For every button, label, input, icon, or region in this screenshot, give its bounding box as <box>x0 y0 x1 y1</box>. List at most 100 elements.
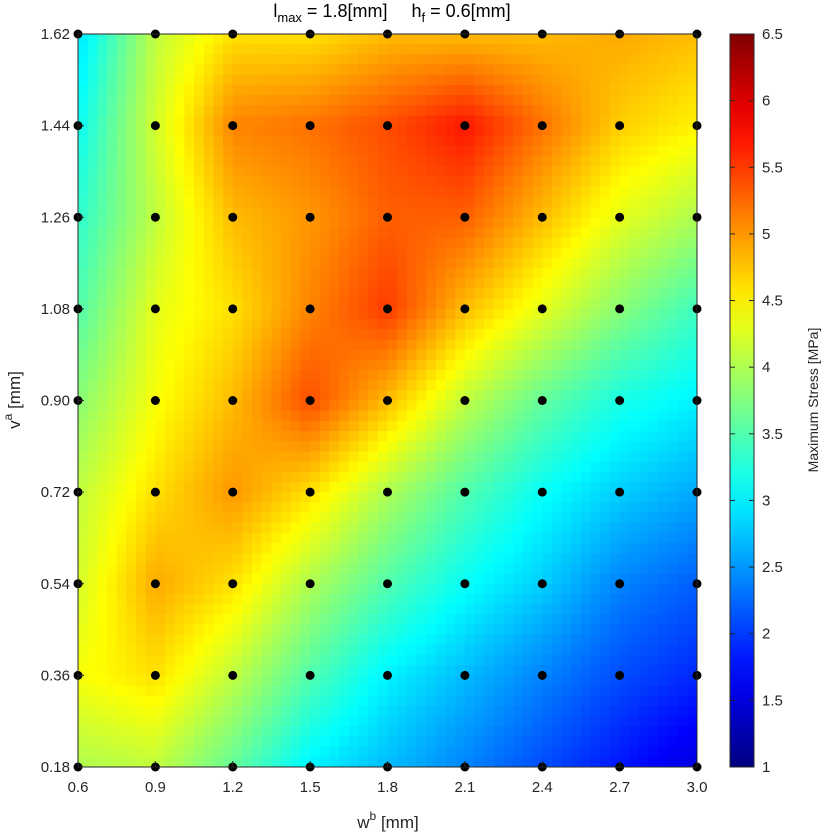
heatmap-cell <box>319 380 331 391</box>
heatmap-cell <box>261 288 273 300</box>
heatmap-cell <box>213 400 224 412</box>
heatmap-cell <box>232 553 244 564</box>
heatmap-cell <box>87 573 98 585</box>
heatmap-cell <box>377 105 389 117</box>
heatmap-cell <box>232 492 244 503</box>
heatmap-cell <box>319 553 331 564</box>
heatmap-cell <box>194 196 205 208</box>
heatmap-cell <box>184 84 195 96</box>
heatmap-cell <box>242 573 253 585</box>
heatmap-cell <box>687 695 697 707</box>
heatmap-cell <box>252 695 263 707</box>
heatmap-cell <box>416 583 427 595</box>
heatmap-cell <box>542 644 553 656</box>
heatmap-cell <box>435 64 447 76</box>
heatmap-cell <box>271 746 282 758</box>
heatmap-cell <box>174 44 185 55</box>
heatmap-cell <box>300 573 311 585</box>
heatmap-cell <box>174 135 185 147</box>
heatmap-cell <box>551 329 563 341</box>
heatmap-cell <box>455 400 466 412</box>
heatmap-cell <box>590 685 601 697</box>
heatmap-cell <box>271 237 282 249</box>
heatmap-cell <box>435 481 447 493</box>
heatmap-cell <box>252 410 263 422</box>
heatmap-cell <box>87 369 98 381</box>
heatmap-cell <box>184 665 195 676</box>
heatmap-cell <box>677 95 688 106</box>
heatmap-cell <box>116 349 127 361</box>
heatmap-cell <box>609 583 621 595</box>
heatmap-cell <box>348 543 360 554</box>
heatmap-cell <box>580 176 592 188</box>
heatmap-cell <box>290 756 302 767</box>
heatmap-cell <box>542 207 553 218</box>
heatmap-cell <box>319 308 331 320</box>
heatmap-cell <box>174 359 185 371</box>
heatmap-cell <box>677 156 688 167</box>
heatmap-cell <box>155 451 166 463</box>
heatmap-cell <box>658 156 669 167</box>
heatmap-cell <box>116 716 127 727</box>
heatmap-cell <box>78 420 89 432</box>
heatmap-cell <box>493 756 505 767</box>
heatmap-cell <box>116 135 127 147</box>
heatmap-cell <box>223 64 234 76</box>
heatmap-cell <box>503 726 514 738</box>
heatmap-cell <box>397 441 408 452</box>
heatmap-cell <box>484 522 495 534</box>
heatmap-cell <box>513 522 524 534</box>
heatmap-cell <box>242 145 253 157</box>
heatmap-cell <box>387 247 398 259</box>
heatmap-cell <box>677 726 688 738</box>
heatmap-cell <box>416 166 427 178</box>
heatmap-cell <box>213 74 224 86</box>
heatmap-cell <box>435 736 447 748</box>
heatmap-cell <box>397 288 408 300</box>
heatmap-cell <box>329 451 340 463</box>
heatmap-cell <box>339 695 350 707</box>
heatmap-cell <box>687 705 697 717</box>
heatmap-cell <box>116 410 127 422</box>
heatmap-cell <box>261 54 273 66</box>
heatmap-cell <box>629 736 640 748</box>
heatmap-cell <box>232 156 244 167</box>
heatmap-cell <box>387 278 398 290</box>
heatmap-cell <box>377 349 389 361</box>
heatmap-cell <box>165 420 176 432</box>
heatmap-cell <box>232 543 244 554</box>
heatmap-cell <box>580 685 592 697</box>
heatmap-cell <box>464 563 476 575</box>
heatmap-cell <box>368 461 379 473</box>
heatmap-cell <box>609 186 621 198</box>
heatmap-cell <box>464 105 476 117</box>
heatmap-cell <box>387 634 398 646</box>
heatmap-cell <box>107 431 118 442</box>
heatmap-cell <box>203 308 214 320</box>
heatmap-cell <box>213 583 224 595</box>
heatmap-cell <box>658 135 669 147</box>
heatmap-cell <box>126 553 137 564</box>
heatmap-cell <box>667 95 679 106</box>
heatmap-cell <box>300 44 311 55</box>
heatmap-cell <box>667 145 679 157</box>
heatmap-cell <box>426 655 437 666</box>
heatmap-cell <box>513 420 524 432</box>
heatmap-cell <box>551 563 563 575</box>
heatmap-cell <box>648 247 659 259</box>
heatmap-cell <box>348 593 360 605</box>
heatmap-cell <box>551 614 563 626</box>
heatmap-cell <box>474 634 485 646</box>
heatmap-cell <box>571 207 582 218</box>
heatmap-cell <box>426 431 437 442</box>
heatmap-cell <box>339 95 350 106</box>
heatmap-cell <box>290 431 302 442</box>
heatmap-cell <box>126 257 137 269</box>
heatmap-cell <box>290 95 302 106</box>
heatmap-cell <box>261 410 273 422</box>
heatmap-cell <box>484 390 495 402</box>
heatmap-cell <box>658 349 669 361</box>
heatmap-cell <box>638 543 650 554</box>
heatmap-cell <box>329 186 340 198</box>
heatmap-cell <box>261 481 273 493</box>
